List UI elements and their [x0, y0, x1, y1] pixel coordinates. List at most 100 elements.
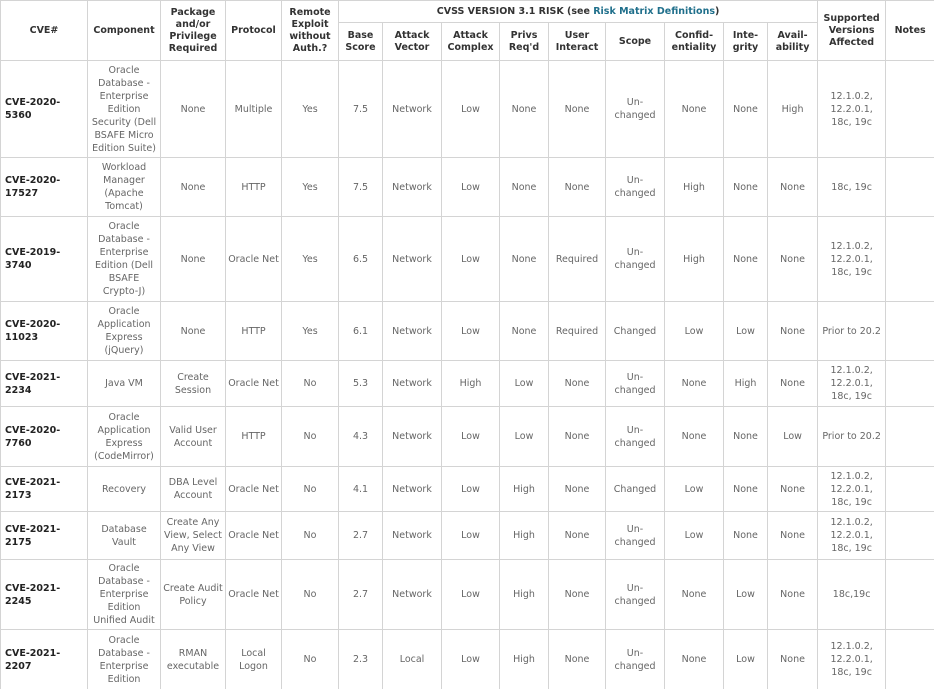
- cell: Network: [382, 60, 442, 158]
- cell: None: [664, 559, 724, 630]
- cell: None: [499, 157, 549, 217]
- cell: 18c, 19c: [817, 157, 887, 217]
- cell: Low: [723, 301, 768, 361]
- cell: Low: [664, 511, 724, 560]
- cell: Network: [382, 406, 442, 467]
- cell: None: [548, 406, 606, 467]
- cell: Un-changed: [605, 157, 665, 217]
- cve-id: CVE-2020-11023: [0, 301, 88, 361]
- cell: Oracle Net: [225, 360, 282, 407]
- cell: Low: [723, 629, 768, 689]
- cell: Network: [382, 511, 442, 560]
- cell: None: [160, 60, 226, 158]
- cell: None: [723, 511, 768, 560]
- cell: 6.5: [338, 216, 383, 302]
- cell: Low: [441, 157, 500, 217]
- cell: No: [281, 629, 339, 689]
- cell: Network: [382, 466, 442, 512]
- cell: Network: [382, 360, 442, 407]
- cell: Network: [382, 157, 442, 217]
- cell: None: [766, 511, 819, 560]
- cell: Low: [664, 301, 724, 361]
- cve-id: CVE-2019-3740: [0, 216, 88, 302]
- cell: Un-changed: [605, 60, 665, 158]
- cell: Prior to 20.2: [817, 301, 887, 361]
- cell: Workload Manager (Apache Tomcat): [87, 157, 161, 217]
- header-row: Base Score Attack Vector Attack Complex Pri…: [1, 22, 934, 61]
- cell: 4.3: [338, 406, 383, 467]
- cell: Low: [499, 360, 549, 407]
- cell: None: [499, 216, 549, 302]
- cell: Network: [382, 559, 442, 630]
- cell: Low: [441, 466, 500, 512]
- table-row: CVE-2021-2173 Recovery DBA Level Account Or…: [0, 466, 934, 512]
- cell: No: [281, 360, 339, 407]
- cell: 7.5: [338, 157, 383, 217]
- cve-id: CVE-2020-7760: [0, 406, 88, 467]
- column-header: Avail-ability: [766, 22, 819, 61]
- cell: 6.1: [338, 301, 383, 361]
- cell: Changed: [605, 466, 665, 512]
- column-header: Attack Complex: [441, 22, 500, 61]
- cell: Yes: [281, 216, 339, 302]
- cve-id: CVE-2021-2175: [0, 511, 88, 560]
- cell: Un-changed: [605, 360, 665, 407]
- cell: Oracle Database - Enterprise Edition Uni…: [87, 559, 161, 630]
- group-title: CVSS VERSION 3.1 RISK (see: [436, 5, 594, 17]
- table-row: CVE-2019-3740 Oracle Database - Enterpris…: [0, 216, 934, 302]
- cell: Valid User Account: [160, 406, 226, 467]
- cell: 7.5: [338, 60, 383, 158]
- cell: None: [664, 406, 724, 467]
- cell: None: [499, 60, 549, 158]
- cell: Prior to 20.2: [817, 406, 887, 467]
- cell: HTTP: [225, 301, 282, 361]
- cell: Oracle Database - Enterprise Edition: [87, 629, 161, 689]
- cell: Oracle Net: [225, 511, 282, 560]
- cell: 12.1.0.2, 12.2.0.1, 18c, 19c: [817, 629, 887, 689]
- group-title-end: ): [715, 5, 720, 17]
- cell: 12.1.0.2, 12.2.0.1, 18c, 19c: [817, 60, 887, 158]
- cell: Oracle Net: [225, 216, 282, 302]
- cell: HTTP: [225, 406, 282, 467]
- cell: 12.1.0.2, 12.2.0.1, 18c, 19c: [817, 466, 887, 512]
- cell: Low: [664, 466, 724, 512]
- cell: None: [723, 216, 768, 302]
- notes-cell: [885, 466, 934, 512]
- cell: Un-changed: [605, 629, 665, 689]
- column-header: Component: [87, 0, 161, 61]
- cell: High: [499, 559, 549, 630]
- cell: 12.1.0.2, 12.2.0.1, 18c, 19c: [817, 511, 887, 560]
- cell: Low: [441, 559, 500, 630]
- cell: Low: [723, 559, 768, 630]
- cve-id: CVE-2020-5360: [0, 60, 88, 158]
- cell: Network: [382, 301, 442, 361]
- cve-id: CVE-2021-2245: [0, 559, 88, 630]
- cell: None: [723, 157, 768, 217]
- cell: None: [766, 466, 819, 512]
- column-header: Inte-grity: [723, 22, 768, 61]
- cve-id: CVE-2021-2173: [0, 466, 88, 512]
- cell: Changed: [605, 301, 665, 361]
- cell: Un-changed: [605, 406, 665, 467]
- cell: Low: [441, 60, 500, 158]
- cell: Low: [441, 629, 500, 689]
- risk-matrix-link[interactable]: Risk Matrix Definitions: [593, 5, 715, 17]
- cell: Low: [441, 406, 500, 467]
- cell: Yes: [281, 60, 339, 158]
- cell: Network: [382, 216, 442, 302]
- cell: None: [548, 559, 606, 630]
- column-header: User Interact: [548, 22, 606, 61]
- cell: High: [766, 60, 819, 158]
- cell: High: [723, 360, 768, 407]
- cell: High: [664, 216, 724, 302]
- notes-cell: [885, 360, 934, 407]
- cell: Local: [382, 629, 442, 689]
- cell: None: [664, 629, 724, 689]
- table-row: CVE-2021-2207 Oracle Database - Enterpris…: [0, 629, 934, 689]
- cell: None: [723, 60, 768, 158]
- cell: High: [499, 511, 549, 560]
- column-header: Base Score: [338, 22, 383, 61]
- column-header: Confid-entiality: [664, 22, 724, 61]
- cell: 2.3: [338, 629, 383, 689]
